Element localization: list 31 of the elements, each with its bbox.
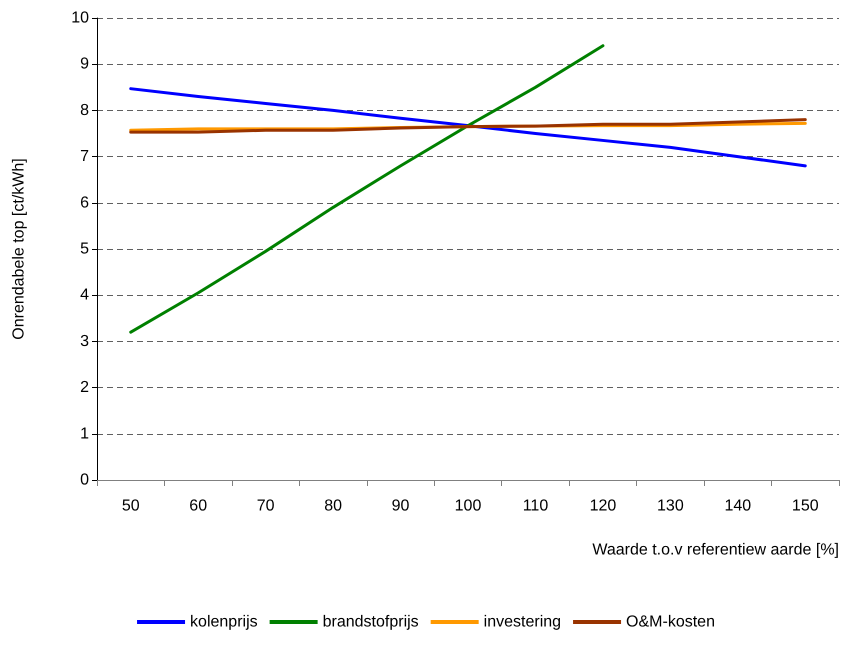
y-tick-label: 9 [80, 56, 90, 73]
legend-label: O&M-kosten [626, 614, 715, 630]
x-tick-label: 120 [590, 498, 616, 514]
legend-label: investering [484, 614, 562, 630]
x-tick-label: 90 [392, 498, 410, 514]
line-series [129, 87, 807, 168]
y-tick-label: 1 [80, 425, 90, 442]
x-tick-label: 110 [522, 498, 548, 514]
y-tick-label: 7 [80, 148, 90, 166]
line-series [129, 44, 604, 334]
x-tick-label: 60 [189, 498, 208, 514]
y-tick-label: 2 [80, 379, 90, 396]
x-tick-label: 150 [792, 498, 819, 514]
y-tick-label: 0 [80, 472, 90, 488]
line-series [129, 118, 807, 134]
x-tick-label: 80 [324, 498, 342, 514]
y-axis-title: Onrendabele top [ct/kWh] [10, 158, 28, 340]
legend-label: kolenprijs [190, 614, 258, 630]
y-tick-label: 5 [80, 240, 90, 258]
x-tick-label: 140 [724, 498, 752, 514]
x-tick-label: 100 [454, 498, 482, 514]
y-tick-label: 10 [71, 10, 90, 26]
y-tick-label: 3 [80, 332, 90, 350]
y-tick-label: 6 [80, 194, 90, 212]
x-tick-label: 130 [657, 498, 684, 514]
y-tick-label: 8 [80, 102, 90, 119]
x-tick-label: 70 [256, 498, 275, 514]
x-tick-label: 50 [122, 498, 140, 514]
legend-label: brandstofprijs [322, 614, 419, 630]
x-axis-title: Waarde t.o.v referentiew aarde [%] [592, 542, 839, 558]
y-tick-label: 4 [80, 286, 90, 304]
